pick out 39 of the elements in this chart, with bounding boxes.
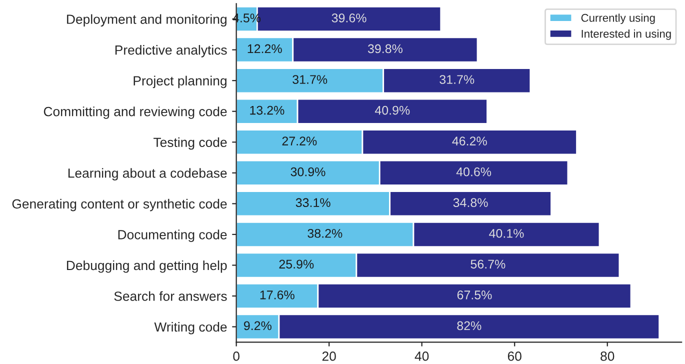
x-tick-label: 80 (600, 352, 614, 361)
data-label: 30.9% (290, 167, 326, 176)
y-tick-label: Deployment and monitoring (67, 14, 226, 27)
y-tick-label: Learning about a codebase (68, 168, 227, 180)
data-label: 12.2% (248, 44, 282, 54)
data-label: 40.1% (489, 228, 524, 238)
data-label: 13.2% (250, 106, 284, 115)
data-label: 56.7% (470, 260, 506, 269)
y-tick-label: Generating content or synthetic code (12, 198, 227, 212)
data-label: 38.2% (308, 228, 342, 238)
y-tick-label: Predictive analytics (115, 45, 227, 58)
legend-label: Interested in using (582, 30, 671, 40)
data-label: 25.9% (279, 260, 314, 269)
x-tick-label: 20 (322, 352, 336, 361)
y-tick-label: Writing code (154, 322, 227, 334)
data-label: 34.8% (453, 198, 488, 208)
x-tick-label: 60 (508, 352, 522, 361)
data-label: 40.9% (374, 106, 410, 115)
y-tick-label: Testing code (154, 137, 227, 150)
data-label: 31.7% (292, 75, 328, 84)
data-label: 33.1% (296, 198, 330, 208)
y-tick-label: Search for answers (114, 291, 227, 301)
y-tick-label: Project planning (134, 76, 226, 88)
legend-label: Currently using (581, 14, 655, 24)
data-label: 46.2% (452, 136, 487, 146)
y-tick-label: Debugging and getting help (66, 260, 227, 273)
x-tick-label: 40 (414, 352, 429, 361)
data-label: 67.5% (457, 290, 492, 300)
data-label: 9.2% (244, 321, 272, 330)
data-label: 82% (457, 321, 482, 330)
y-tick-label: Committing and reviewing code (44, 106, 227, 119)
data-label: 39.6% (332, 14, 366, 22)
x-tick-label: 0 (233, 352, 240, 361)
data-label: 31.7% (440, 75, 474, 84)
data-label: 27.2% (282, 136, 317, 146)
y-tick-label: Documenting code (118, 230, 227, 242)
data-label: 40.6% (456, 167, 492, 176)
data-label: 39.8% (368, 44, 402, 54)
data-label: 17.6% (260, 290, 294, 300)
